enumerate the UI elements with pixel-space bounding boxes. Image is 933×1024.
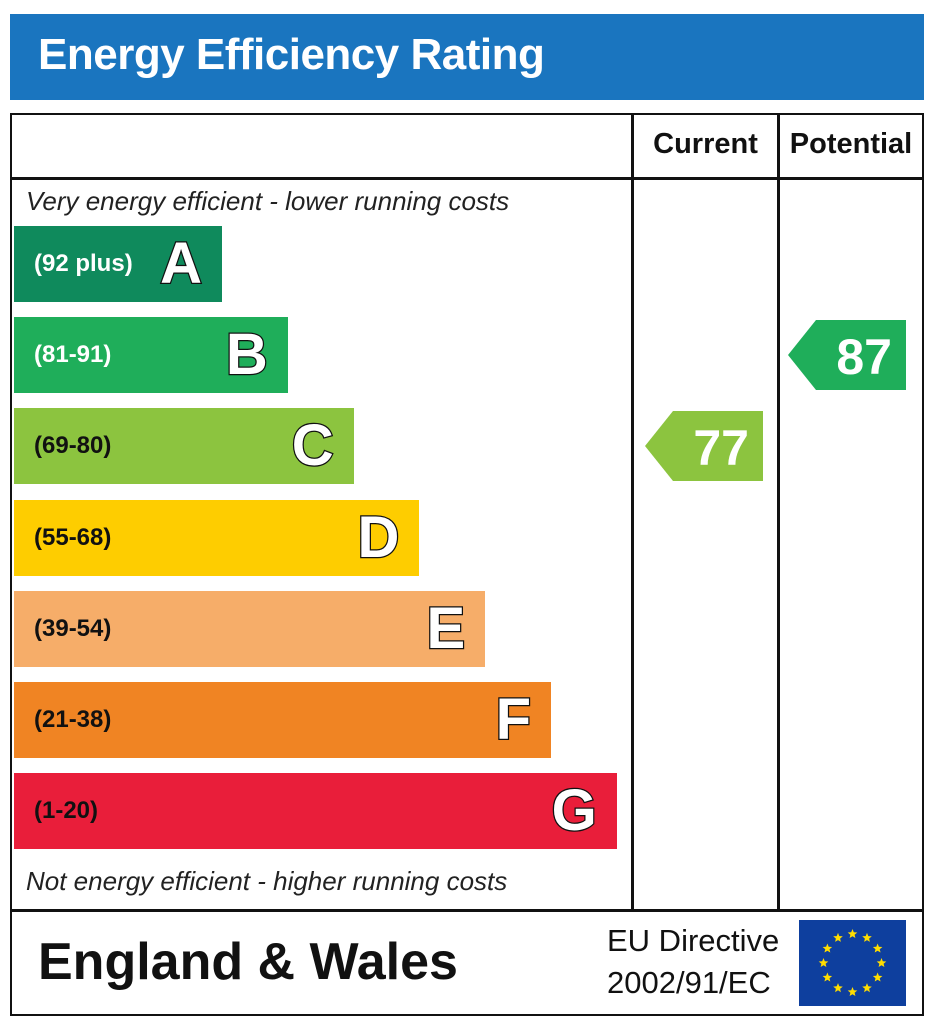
eu-flag-icon (799, 920, 906, 1006)
divider-current (631, 113, 634, 912)
band-e: (39-54) E (14, 590, 486, 667)
rating-table (10, 113, 924, 1016)
band-g: (1-20) G (14, 773, 617, 850)
band-range: (81-91) (34, 341, 112, 369)
directive-line1: EU Directive (607, 923, 780, 958)
eu-directive: EU Directive 2002/91/EC (607, 920, 779, 1004)
divider-potential (777, 113, 780, 912)
band-d: (55-68) D (14, 499, 420, 576)
band-range: (55-68) (34, 523, 112, 551)
footer-divider (10, 909, 923, 912)
band-range: (1-20) (34, 797, 99, 825)
band-range: (92 plus) (34, 250, 133, 277)
band-range: (69-80) (34, 432, 112, 460)
star-icon (847, 987, 858, 996)
star-icon (822, 972, 833, 982)
star-icon (818, 958, 829, 967)
star-icon (872, 972, 883, 982)
potential-rating-arrow: 87 (788, 320, 906, 391)
star-icon (876, 958, 887, 967)
band-letter: E (425, 595, 466, 663)
band-f: (21-38) F (14, 682, 551, 758)
current-rating-arrow: 77 (645, 411, 763, 482)
band-a: (92 plus) A (14, 226, 222, 302)
band-letter: D (356, 503, 400, 571)
header-divider (10, 177, 923, 180)
band-range: (21-38) (34, 706, 112, 733)
star-icon (862, 932, 872, 942)
band-range: (39-54) (34, 614, 112, 642)
band-letter: C (290, 412, 334, 480)
column-header-potential: Potential (789, 128, 913, 160)
star-icon (822, 943, 833, 953)
band-letter: F (494, 686, 532, 754)
star-icon (847, 929, 858, 938)
top-note: Very energy efficient - lower running co… (26, 186, 510, 216)
star-icon (833, 932, 843, 942)
star-icon (872, 943, 883, 953)
chart-title: Energy Efficiency Rating (38, 30, 545, 79)
band-letter: G (550, 777, 598, 845)
title-bar: Energy Efficiency Rating (10, 14, 924, 100)
band-letter: B (225, 321, 269, 389)
band-b: (81-91) B (14, 317, 288, 394)
region-label: England & Wales (38, 933, 458, 991)
directive-line2: 2002/91/EC (607, 965, 771, 1000)
potential-rating-value: 87 (836, 329, 892, 386)
band-letter: A (159, 230, 203, 298)
star-icon (833, 983, 843, 993)
current-rating-value: 77 (693, 420, 749, 477)
bottom-note: Not energy efficient - higher running co… (26, 866, 508, 896)
band-c: (69-80) C (14, 408, 354, 485)
star-icon (862, 983, 872, 993)
column-header-current: Current (653, 128, 758, 160)
